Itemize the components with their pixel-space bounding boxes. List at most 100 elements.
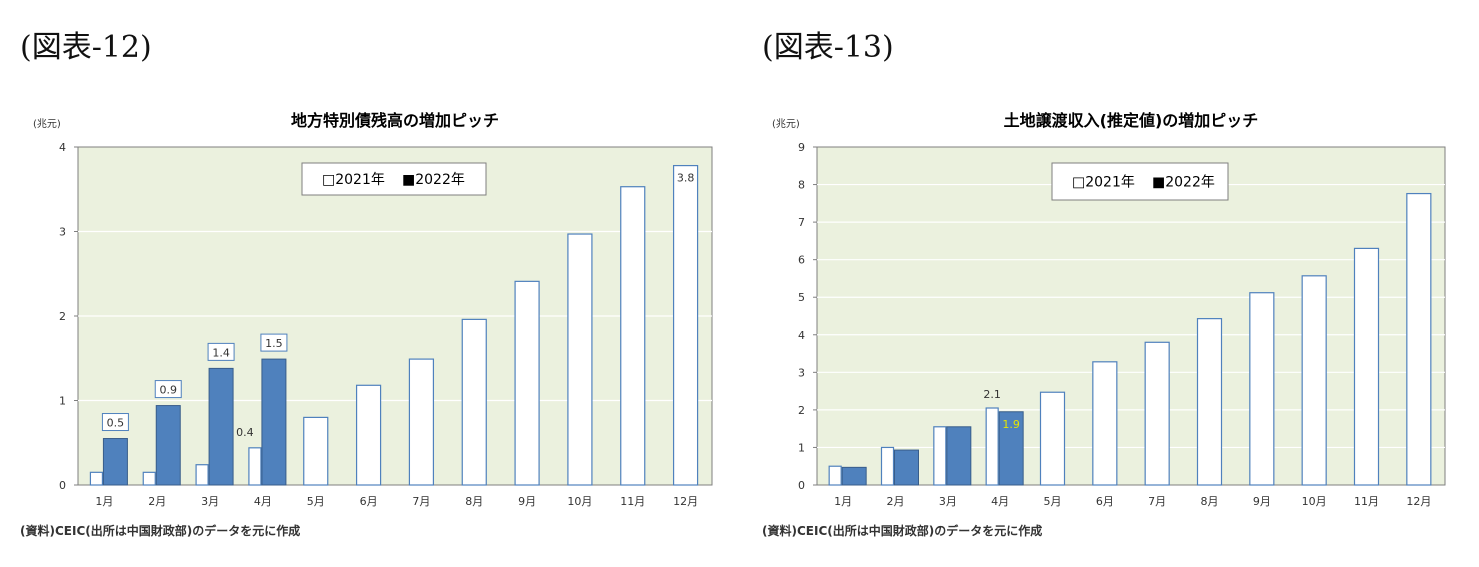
x-tick-label: 8月 [465,495,483,508]
bar-2021-5 [1039,391,1066,486]
data-label: 3.8 [677,172,695,185]
bar-2021-2 [142,471,156,486]
bar-2021-1 [828,465,842,486]
x-tick-label: 8月 [1201,495,1219,508]
bar-2021-7 [408,358,435,486]
bar-2021-9 [1249,292,1275,486]
bar-2021-11 [1353,247,1380,486]
data-label: 0.9 [160,384,178,397]
y-tick-label: 3 [798,366,805,379]
bar-2021-5 [303,416,329,486]
x-tick-label: 12月 [1406,495,1431,508]
bar-2021-10 [567,233,593,486]
bar-2021-3 [933,426,947,486]
data-label-box [154,380,182,399]
bar-2021-4 [985,407,999,486]
x-tick-label: 4月 [991,495,1009,508]
x-tick-label: 6月 [360,495,378,508]
chart-title: 土地譲渡収入(推定値)の増加ピッチ [1004,111,1259,130]
x-tick-label: 5月 [1044,495,1062,508]
legend-box [1051,162,1229,201]
bar-2021-8 [1196,318,1223,486]
data-label-box [207,342,235,361]
bar-2021-9 [514,280,540,486]
y-tick-label: 4 [798,329,805,342]
x-tick-label: 2月 [887,495,905,508]
x-tick-label: 7月 [1148,495,1166,508]
x-tick-label: 11月 [620,495,645,508]
chart-local-special-bonds: 地方特別債残高の増加ピッチ (兆元) 0 1 2 3 4 1月 2月 3月 4月 5月 6月 7月 8月 9月… [20,111,713,538]
y-tick-label: 2 [798,404,805,417]
legend-2022: ■2022年 [402,172,465,188]
x-tick-label: 10月 [567,495,592,508]
x-tick-label: 3月 [939,495,957,508]
data-label: 2.1 [983,388,1001,401]
y-tick-label: 1 [798,441,805,454]
x-tick-label: 9月 [1253,495,1271,508]
bar-2021-12 [1406,192,1432,486]
chart-land-transfer-revenue: 土地譲渡収入(推定値)の増加ピッチ (兆元) 0 1 2 3 4 5 6 7 8 9 1月 2月 3月 4月 5… [762,111,1446,538]
x-tick-label: 11月 [1354,495,1379,508]
bar-2021-8 [461,318,487,486]
x-tick-label: 6月 [1096,495,1114,508]
unit-label: (兆元) [772,118,800,130]
data-label: 0.5 [107,417,125,430]
bar-2021-1 [89,471,104,486]
y-tick-label: 5 [798,291,805,304]
y-tick-label: 7 [798,216,805,229]
bar-2021-3 [195,464,209,486]
x-tick-label: 9月 [518,495,536,508]
legend-2021: □2021年 [1072,175,1135,191]
bar-2022-1 [102,438,128,486]
source-note: (資料)CEIC(出所は中国財政部)のデータを元に作成 [762,523,1042,538]
x-tick-label: 12月 [673,495,698,508]
y-tick-label: 1 [59,395,66,408]
bar-2021-4 [248,447,262,486]
x-tick-label: 5月 [307,495,325,508]
y-tick-label: 4 [59,141,66,154]
bar-2021-10 [1301,275,1327,486]
data-label: 1.5 [265,337,283,350]
bar-2022-3 [946,426,972,486]
data-label: 1.4 [212,346,230,359]
chart-title: 地方特別債残高の増加ピッチ [291,111,499,130]
data-label-box [260,333,288,352]
bar-2021-6 [355,384,382,486]
bar-2021-12 [672,164,699,486]
y-tick-label: 9 [798,141,805,154]
y-tick-label: 3 [59,226,66,239]
bar-2022-3 [208,367,234,486]
unit-label: (兆元) [33,118,61,130]
y-tick-label: 0 [798,479,805,492]
bar-2022-2 [894,449,919,486]
figure-label-12: (図表-12) [20,30,152,65]
x-tick-label: 3月 [201,495,219,508]
y-tick-label: 8 [798,179,805,192]
legend-2022: ■2022年 [1152,175,1215,191]
x-tick-label: 1月 [834,495,852,508]
bar-2021-2 [880,446,895,486]
x-tick-label: 7月 [412,495,430,508]
plot-area [816,146,1446,486]
bar-2021-6 [1092,361,1118,486]
source-note: (資料)CEIC(出所は中国財政部)のデータを元に作成 [20,523,300,538]
y-tick-label: 2 [59,310,66,323]
bar-2021-7 [1144,341,1170,486]
bar-2022-2 [155,405,181,486]
x-tick-label: 4月 [254,495,272,508]
y-tick-label: 6 [798,254,805,267]
bar-2022-4 [261,358,287,486]
bar-2022-1 [841,466,867,486]
data-label-box [101,413,129,432]
y-tick-label: 0 [59,479,66,492]
x-tick-label: 10月 [1302,495,1327,508]
x-tick-label: 2月 [148,495,166,508]
figure-label-13: (図表-13) [762,30,894,65]
bar-2021-11 [620,186,646,486]
legend-2021: □2021年 [322,172,385,188]
data-label: 1.9 [1002,418,1020,431]
x-tick-label: 1月 [95,495,113,508]
bar-2022-4 [998,411,1024,486]
data-label: 0.4 [236,426,254,439]
legend-box [301,162,487,196]
